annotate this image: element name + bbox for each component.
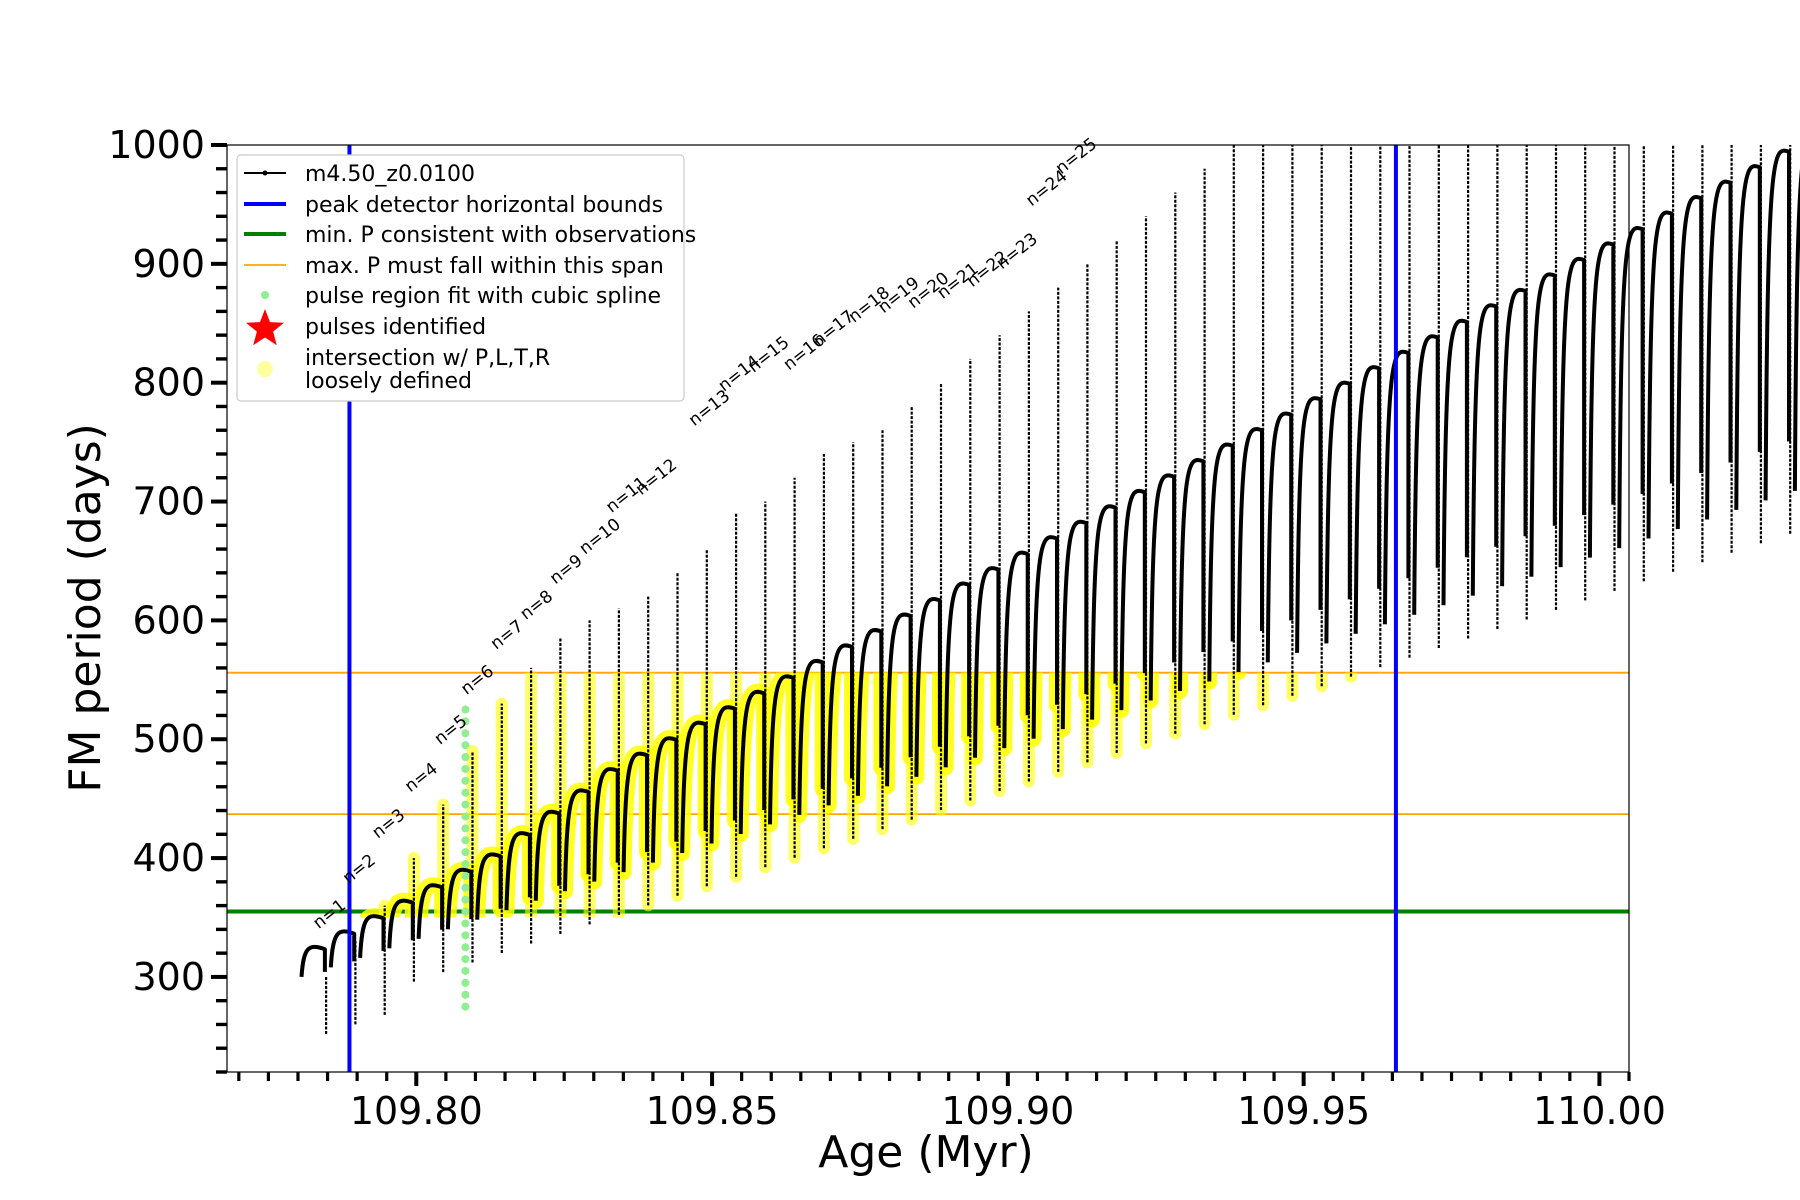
intersection-spikes [378, 672, 1383, 918]
spline-point [461, 883, 470, 892]
y-tick-label: 800 [132, 361, 205, 405]
spline-point [461, 955, 470, 964]
legend-label: pulse region fit with cubic spline [305, 284, 661, 309]
spline-point [461, 1002, 470, 1011]
x-axis-title: Age (Myr) [818, 1127, 1034, 1178]
y-tick-label: 900 [132, 242, 205, 286]
legend-marker [262, 170, 268, 176]
spline-point [461, 753, 470, 762]
y-tick-label: 1000 [108, 123, 205, 167]
spline-point [461, 895, 470, 904]
legend-label: min. P consistent with observations [305, 223, 696, 248]
track-lobes [299, 148, 1800, 978]
spline-point [461, 741, 470, 750]
spline-point [461, 966, 470, 975]
spline-point [461, 812, 470, 821]
spline-point [461, 919, 470, 928]
y-tick-label: 400 [132, 836, 205, 880]
spline-point [461, 931, 470, 940]
spline-point [461, 848, 470, 857]
y-tick-label: 500 [132, 717, 205, 761]
spline-point [461, 776, 470, 785]
y-tick-label: 600 [132, 598, 205, 642]
spline-point [461, 907, 470, 916]
y-tick-label: 700 [132, 480, 205, 524]
y-tick-label: 300 [132, 955, 205, 999]
legend-label: pulses identified [305, 315, 486, 340]
model-track [299, 145, 1800, 1034]
x-axis: 109.80 109.85 109.90 109.95 110.00 [237, 1072, 1666, 1133]
track-spikes [325, 145, 1792, 1034]
spline-point [461, 788, 470, 797]
spline-region [461, 705, 470, 1011]
legend-label: loosely defined [305, 369, 472, 394]
spline-point [461, 990, 470, 999]
spline-point [461, 717, 470, 726]
spline-point [461, 800, 470, 809]
legend-label: peak detector horizontal bounds [305, 193, 663, 218]
x-tick-label: 109.80 [350, 1089, 483, 1133]
plot-border [226, 144, 1630, 1073]
x-tick-label: 109.85 [646, 1089, 779, 1133]
spline-point [461, 836, 470, 845]
legend-box [236, 154, 685, 402]
x-tick-label: 110.00 [1533, 1089, 1666, 1133]
spline-point [461, 978, 470, 987]
legend-label: max. P must fall within this span [305, 254, 664, 279]
legend-marker [257, 361, 273, 377]
spline-point [461, 860, 470, 869]
spline-point [461, 943, 470, 952]
spline-point [461, 729, 470, 738]
legend-star-icon [246, 309, 284, 346]
legend-marker [261, 291, 269, 299]
spline-point [461, 824, 470, 833]
legend-label: m4.50_z0.0100 [305, 162, 475, 187]
legend-label: intersection w/ P,L,T,R [305, 346, 550, 371]
x-tick-label: 109.90 [941, 1089, 1074, 1133]
spline-point [461, 764, 470, 773]
spline-point [461, 871, 470, 880]
x-tick-label: 109.95 [1237, 1089, 1370, 1133]
y-axis: 300 400 500 600 700 800 900 1000 [108, 123, 227, 1074]
y-axis-title: FM period (days) [60, 423, 111, 793]
spline-point [461, 705, 470, 714]
